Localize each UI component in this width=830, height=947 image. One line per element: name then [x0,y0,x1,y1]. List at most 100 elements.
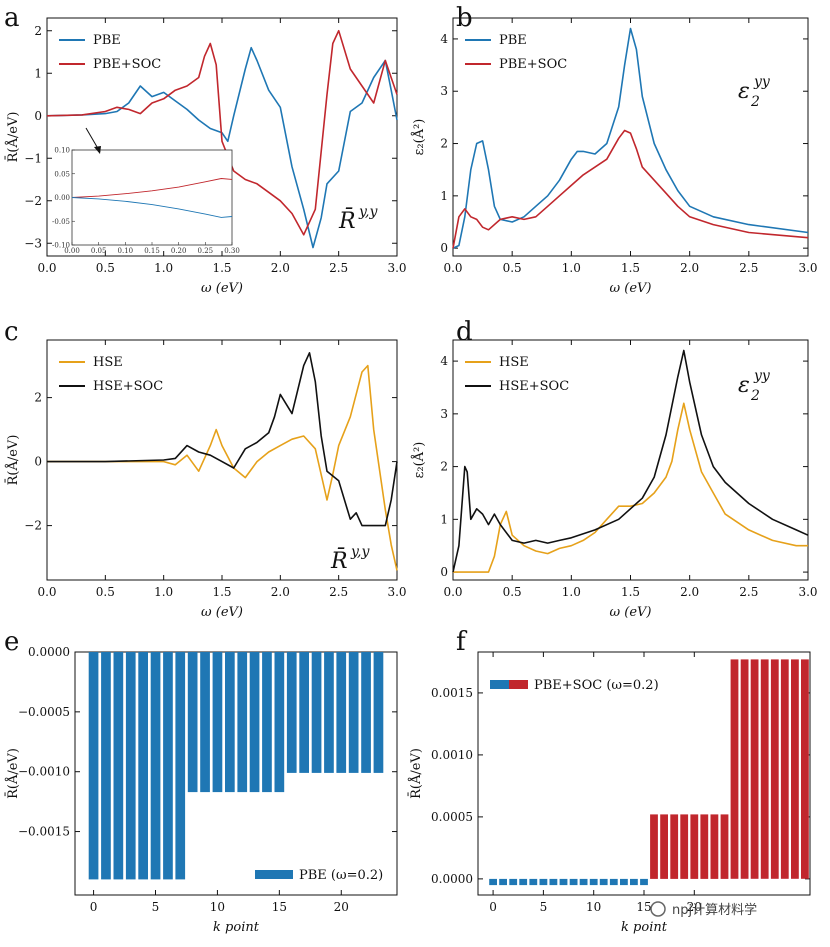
x-tick-label-d: 0.0 [443,585,462,599]
y-tick-label-a: 0 [34,109,42,123]
x-tick-label-e: 20 [334,900,349,914]
y-tick-label-d: 0 [440,565,448,579]
y-axis-label-f: R̄(Å/eV) [408,748,424,799]
x-axis-label-f: k point [621,920,668,935]
x-axis-label-d: ω (eV) [610,605,652,620]
x-tick-label-c: 3.0 [387,585,406,599]
bar-f [710,814,719,879]
y-tick-label-d: 2 [440,460,448,474]
x-tick-label-d: 2.0 [680,585,699,599]
bar-f [630,878,638,886]
annotation-sup-b: yy [753,74,771,90]
bar-f [589,878,598,886]
x-tick-label-d: 1.0 [562,585,581,599]
y-tick-label-c: 2 [34,391,42,405]
watermark: npj计算材料学 [650,901,757,918]
bar-f [680,814,689,879]
x-tick-label-f: 0 [489,900,497,914]
bar-f [549,878,558,886]
panel-f: 0 5 10 15 20 0.0000 0.0005 0.0010 0.0015 k point R… [408,651,811,935]
inset-y-tick-label: 0.00 [54,194,70,202]
bar-e [336,652,347,773]
y-tick-label-c: 0 [34,455,42,469]
legend-label-c: HSE [93,355,123,370]
bar-f [579,878,588,886]
x-tick-label-f: 5 [540,900,548,914]
panel-e: 0 5 10 15 20 0.0000 −0.0005 −0.0010 −0.0015 k poi… [5,645,398,935]
bar-f [499,878,507,886]
series-line-b [452,27,809,249]
legend-swatch-f-red [509,680,528,689]
bar-f [599,878,608,886]
x-tick-label-f: 10 [586,900,601,914]
legend-label-b: PBE [499,33,527,48]
series-line-d [452,349,809,573]
bar-f [760,659,769,879]
inset-series-line [71,178,233,198]
inset-x-tick-label: 0.15 [144,247,160,255]
y-tick-label-d: 4 [440,354,448,368]
y-axis-label-d: ε₂(Å²) [411,442,427,479]
x-tick-label-e: 10 [210,900,225,914]
bar-f [529,878,538,886]
bar-e [286,652,297,773]
series-line-d [453,402,808,573]
inset-x-tick-label: 0.00 [64,247,80,255]
bar-e [212,652,223,793]
x-tick-label-f: 15 [636,900,651,914]
bar-e [373,652,384,773]
y-tick-label-a: 1 [34,66,42,80]
bar-e [274,652,285,793]
y-tick-label-d: 1 [440,512,448,526]
y-tick-label-b: 0 [440,241,448,255]
x-tick-label-d: 2.5 [739,585,758,599]
x-tick-label-a: 2.0 [271,261,290,275]
y-tick-label-f: 0.0015 [431,686,473,700]
bar-e [163,652,173,880]
plot-frame-c [46,339,398,581]
bar-e [187,652,198,793]
inset-y-tick-label: 0.10 [54,147,70,155]
bar-f [620,878,628,886]
legend-label-a: PBE+SOC [93,57,161,72]
inset-a: 0.00 0.05 0.10 0.15 0.20 0.25 0.30 -0.10 -0.05 0.… [52,147,240,256]
x-tick-label-b: 1.5 [621,261,640,275]
bar-f [519,878,528,886]
x-tick-label-c: 1.0 [154,585,173,599]
wechat-icon [650,901,666,917]
bar-e [361,652,371,773]
y-tick-label-e: −0.0005 [18,705,70,719]
panel-label-a: a [4,3,20,33]
y-tick-label-e: −0.0015 [18,825,70,839]
inset-x-tick-label: 0.05 [91,247,107,255]
x-tick-label-a: 0.5 [96,261,115,275]
bar-f [539,878,548,886]
plot-frame-e [74,651,398,896]
inset-y-tick-label: -0.10 [52,242,70,250]
bar-f [509,878,518,886]
y-tick-label-a: −2 [24,194,42,208]
bar-f [750,659,759,879]
y-tick-label-b: 1 [440,189,448,203]
y-tick-label-f: 0.0000 [431,872,473,886]
bar-e [299,652,309,773]
x-tick-label-d: 0.5 [503,585,522,599]
bar-e [88,652,99,880]
bar-f [780,659,789,879]
x-tick-label-b: 1.0 [562,261,581,275]
x-tick-label-e: 5 [152,900,160,914]
legend-swatch-e [255,870,293,879]
inset-arrow-head [94,146,101,154]
x-tick-label-c: 2.5 [329,585,348,599]
bar-e [225,652,235,793]
x-tick-label-b: 2.5 [739,261,758,275]
series-line-b [452,129,809,249]
y-tick-label-e: 0.0000 [28,645,70,659]
annotation-symbol-d: ε [738,373,750,398]
bar-f [690,814,699,879]
x-tick-label-b: 0.0 [443,261,462,275]
x-tick-label-a: 2.5 [329,261,348,275]
y-tick-label-a: 2 [34,24,42,38]
inset-x-tick-label: 0.25 [198,247,214,255]
